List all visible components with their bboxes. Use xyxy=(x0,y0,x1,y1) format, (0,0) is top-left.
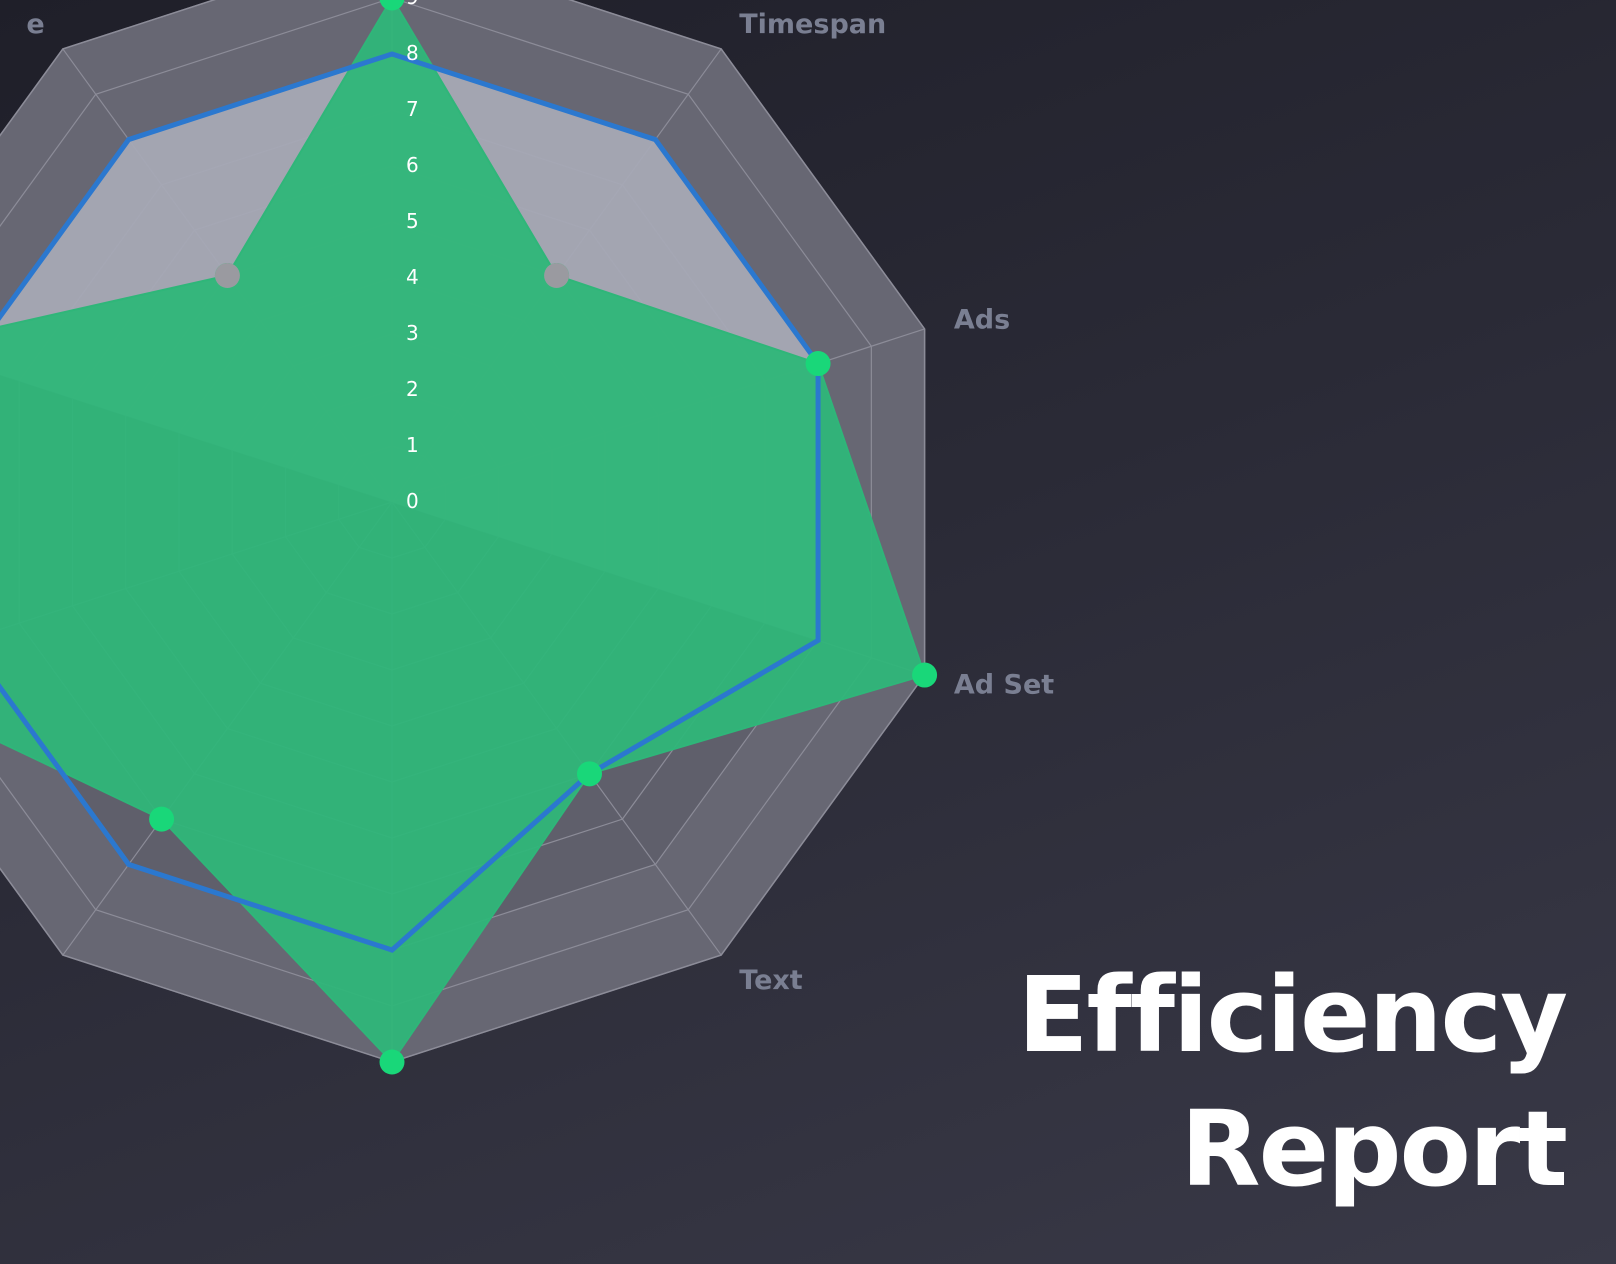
title-line-2: Report xyxy=(1180,1088,1568,1210)
green-point-6 xyxy=(149,806,175,832)
r-tick-label-4: 4 xyxy=(406,265,419,289)
green-point-2 xyxy=(805,351,831,377)
r-tick-label-5: 5 xyxy=(406,209,419,233)
axis-label-3: Ad Set xyxy=(954,670,1054,701)
r-tick-label-2: 2 xyxy=(406,377,419,401)
green-point-0 xyxy=(379,0,405,11)
r-tick-label-6: 6 xyxy=(406,153,419,177)
green-point-4 xyxy=(576,761,602,787)
axis-label-2: Ads xyxy=(954,304,1010,335)
green-point-3 xyxy=(912,662,938,688)
r-tick-label-1: 1 xyxy=(406,433,419,457)
r-tick-label-7: 7 xyxy=(406,97,419,121)
report-title: Efficiency Report xyxy=(1017,948,1568,1216)
reference-point-1 xyxy=(544,262,570,288)
axis-label-4: Text xyxy=(739,965,803,996)
series-blue-line xyxy=(0,51,821,953)
title-line-1: Efficiency xyxy=(1017,954,1568,1076)
r-tick-label-3: 3 xyxy=(406,321,419,345)
reference-point-9 xyxy=(214,262,240,288)
axis-label-9: e xyxy=(26,9,44,40)
axis-label-1: Timespan xyxy=(739,9,886,40)
r-tick-label-0: 0 xyxy=(406,489,419,513)
r-tick-label-9: 9 xyxy=(406,0,419,9)
r-tick-label-8: 8 xyxy=(406,41,419,65)
green-point-5 xyxy=(379,1049,405,1075)
